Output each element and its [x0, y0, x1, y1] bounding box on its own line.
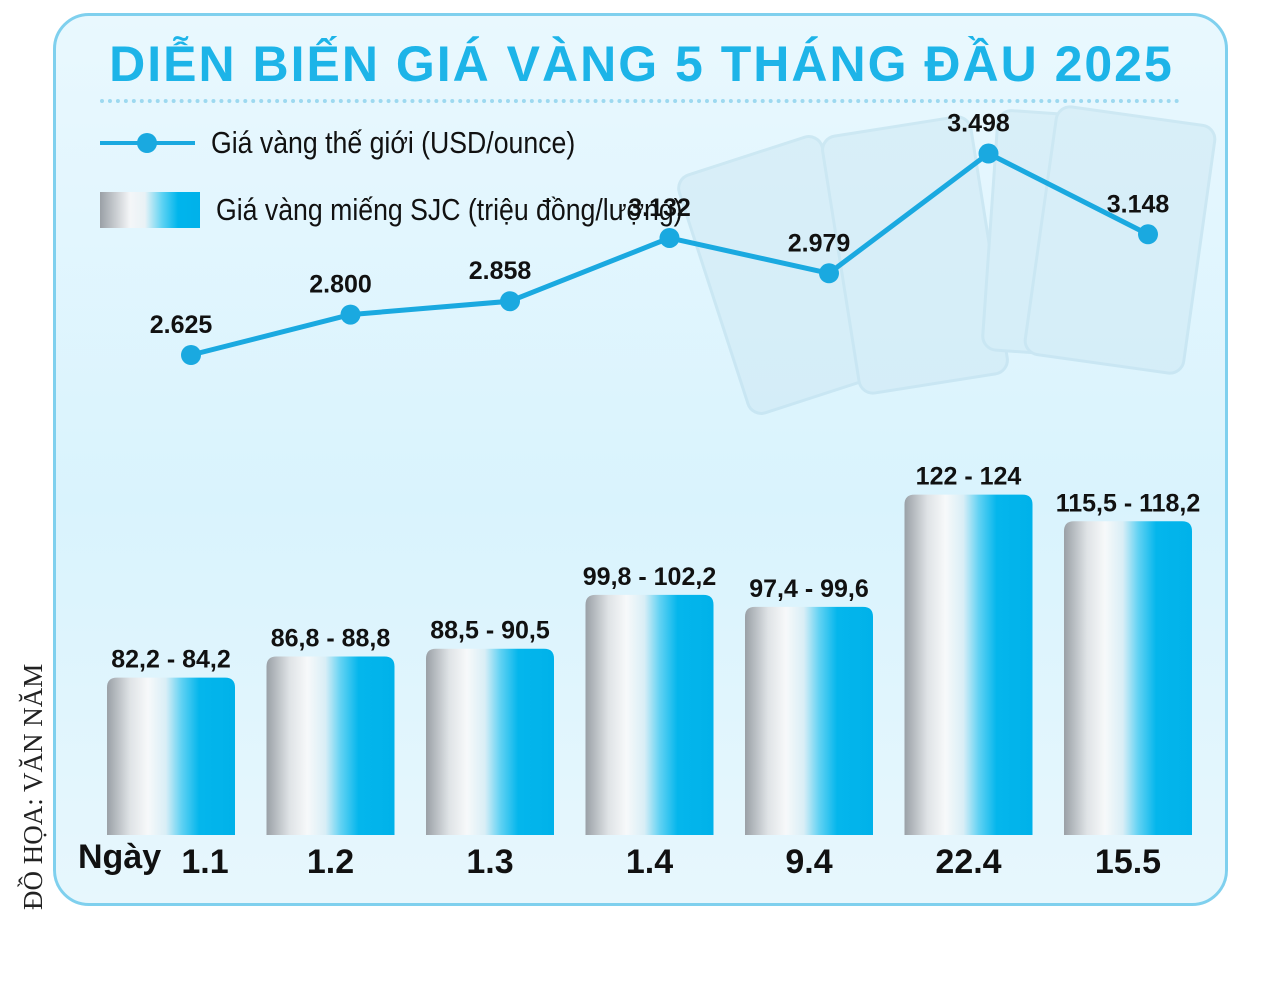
bar-value-label: 88,5 - 90,5: [430, 617, 550, 645]
line-layer: [181, 143, 1158, 365]
world-price-point: [819, 263, 839, 284]
world-price-point: [340, 304, 361, 325]
bar-value-label: 99,8 - 102,2: [583, 563, 716, 591]
bar-sjc-4: [745, 606, 873, 835]
world-price-point: [181, 345, 201, 365]
legend-bar-swatch: [100, 192, 200, 228]
x-tick-label: 1.1: [181, 843, 228, 881]
world-price-line: [190, 151, 1150, 358]
x-tick-label: 9.4: [785, 843, 832, 881]
x-axis-labels: 1.1 1.2 1.3 1.4 9.4 22.4 15.5: [181, 843, 1161, 881]
world-price-label: 2.979: [788, 229, 851, 257]
world-price-point: [659, 227, 680, 248]
world-price-point: [500, 291, 520, 312]
legend-item-world-price: Giá vàng thế giới (USD/ounce): [100, 118, 635, 168]
bar-sjc-3: [585, 594, 714, 835]
world-price-label: 3.498: [947, 110, 1010, 138]
bars-layer: [107, 494, 1192, 835]
world-price-label: 2.858: [469, 257, 532, 285]
x-tick-label: 15.5: [1095, 843, 1161, 881]
world-price-label: 2.625: [150, 311, 213, 339]
labels-layer: 82,2 - 84,2 86,8 - 88,8 88,5 - 90,5 99,8 - …: [111, 110, 1200, 674]
title-divider: [100, 99, 1180, 103]
bar-value-label: 115,5 - 118,2: [1056, 489, 1201, 517]
chart-title: DIỄN BIẾN GIÁ VÀNG 5 THÁNG ĐẦU 2025: [109, 36, 1174, 92]
world-price-point: [1138, 224, 1158, 245]
x-tick-label: 1.4: [626, 843, 673, 881]
bar-sjc-0: [107, 677, 235, 835]
bar-value-label: 86,8 - 88,8: [271, 625, 391, 653]
bar-sjc-5: [904, 494, 1033, 835]
bar-sjc-6: [1064, 521, 1192, 835]
bar-sjc-1: [266, 656, 395, 835]
bar-value-label: 97,4 - 99,6: [749, 575, 869, 603]
world-price-point: [978, 143, 999, 164]
bar-sjc-2: [426, 648, 554, 835]
legend-label-sjc-price: Giá vàng miếng SJC (triệu đồng/lượng): [216, 192, 683, 227]
bar-value-label: 82,2 - 84,2: [111, 646, 231, 674]
x-tick-label: 1.2: [307, 843, 354, 881]
legend-label-world-price: Giá vàng thế giới (USD/ounce): [211, 125, 576, 160]
x-tick-label: 22.4: [935, 843, 1001, 881]
world-price-label: 2.800: [309, 271, 372, 299]
world-price-label: 3.148: [1107, 190, 1170, 218]
legend-item-sjc-price: Giá vàng miếng SJC (triệu đồng/lượng): [100, 185, 759, 235]
world-price-label: 3.132: [628, 194, 691, 222]
bar-value-label: 122 - 124: [916, 463, 1022, 491]
x-tick-label: 1.3: [466, 843, 513, 881]
x-axis-prefix: Ngày: [78, 838, 162, 876]
graphic-credit: ĐỒ HỌA: VĂN NĂM: [18, 663, 48, 910]
legend-line-swatch: [100, 128, 195, 158]
